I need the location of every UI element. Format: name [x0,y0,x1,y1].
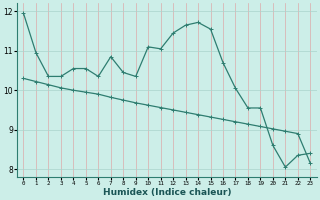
X-axis label: Humidex (Indice chaleur): Humidex (Indice chaleur) [103,188,231,197]
